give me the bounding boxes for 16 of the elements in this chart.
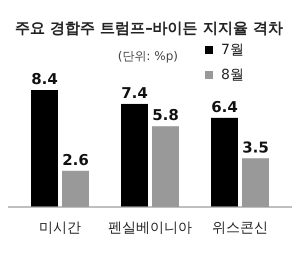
chart-title: 주요 경합주 트럼프–바이든 지지율 격차 — [14, 19, 284, 37]
data-label: 5.8 — [152, 106, 179, 124]
data-label: 6.4 — [211, 98, 238, 116]
x-tick-label: 미시간 — [39, 220, 81, 236]
data-label: 7.4 — [121, 84, 148, 102]
legend-label: 7월 — [221, 42, 244, 58]
bar — [211, 118, 238, 207]
data-label: 3.5 — [242, 138, 269, 156]
legend-label: 8월 — [221, 67, 244, 83]
x-tick-label: 위스콘신 — [212, 220, 268, 236]
data-label: 8.4 — [31, 70, 58, 88]
data-label: 2.6 — [62, 150, 89, 169]
bar — [121, 104, 148, 207]
bar — [31, 90, 58, 207]
text: (단위: %p) — [118, 49, 178, 63]
x-tick-label: 펜실베이니아 — [108, 220, 192, 236]
